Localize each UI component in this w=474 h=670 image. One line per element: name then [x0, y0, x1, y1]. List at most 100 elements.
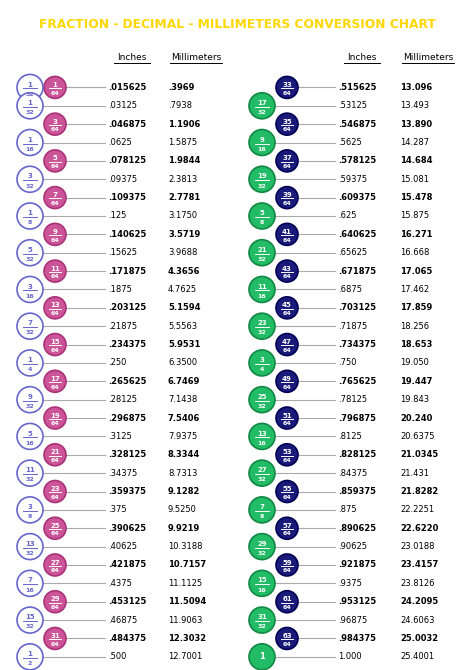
Text: 8.7313: 8.7313: [168, 468, 197, 478]
Circle shape: [17, 203, 43, 229]
Circle shape: [276, 627, 298, 649]
Text: 39: 39: [282, 192, 292, 198]
Text: 24.6063: 24.6063: [400, 616, 435, 624]
Text: 17.859: 17.859: [400, 304, 432, 312]
Text: 64: 64: [283, 531, 292, 537]
Text: .625: .625: [338, 212, 356, 220]
Text: 5: 5: [53, 155, 57, 161]
Text: .500: .500: [108, 653, 127, 661]
Text: 64: 64: [283, 642, 292, 647]
Text: .3969: .3969: [168, 83, 194, 92]
Text: 32: 32: [26, 184, 35, 188]
Circle shape: [17, 350, 43, 376]
Text: 5.9531: 5.9531: [168, 340, 201, 349]
Text: .015625: .015625: [108, 83, 146, 92]
Circle shape: [17, 423, 43, 450]
Text: .390625: .390625: [108, 524, 146, 533]
Text: .7938: .7938: [168, 101, 192, 111]
Text: 64: 64: [283, 238, 292, 243]
Text: 64: 64: [283, 201, 292, 206]
Text: 1.000: 1.000: [338, 653, 362, 661]
Text: 45: 45: [282, 302, 292, 308]
Text: .734375: .734375: [338, 340, 376, 349]
Text: 16: 16: [26, 293, 35, 299]
Text: .03125: .03125: [108, 101, 137, 111]
Text: 7.5406: 7.5406: [168, 413, 201, 423]
Text: 64: 64: [51, 531, 59, 537]
Text: 5.5563: 5.5563: [168, 322, 197, 331]
Text: 64: 64: [51, 458, 59, 463]
Text: 12.3032: 12.3032: [168, 634, 206, 643]
Text: 14.684: 14.684: [400, 156, 432, 165]
Text: 16: 16: [258, 293, 266, 299]
Text: 15: 15: [50, 339, 60, 345]
Text: .953125: .953125: [338, 597, 376, 606]
Text: .4375: .4375: [108, 579, 132, 588]
Text: .71875: .71875: [338, 322, 367, 331]
Text: .1875: .1875: [108, 285, 132, 294]
Text: 4: 4: [260, 367, 264, 373]
Text: 1.9844: 1.9844: [168, 156, 201, 165]
Text: 4: 4: [28, 367, 32, 373]
Text: 17: 17: [257, 100, 267, 106]
Text: 15.478: 15.478: [400, 193, 432, 202]
Text: .125: .125: [108, 212, 127, 220]
Text: 6.7469: 6.7469: [168, 377, 201, 386]
Text: 9: 9: [27, 394, 32, 400]
Text: 31: 31: [257, 614, 267, 620]
Text: 8: 8: [260, 514, 264, 519]
Circle shape: [276, 334, 298, 356]
Text: .265625: .265625: [108, 377, 146, 386]
Circle shape: [44, 113, 66, 135]
Text: 32: 32: [258, 404, 266, 409]
Text: 7: 7: [260, 504, 264, 510]
Text: Inches: Inches: [347, 53, 377, 62]
Text: 5: 5: [260, 210, 264, 216]
Text: 20.240: 20.240: [400, 413, 432, 423]
Text: .890625: .890625: [338, 524, 376, 533]
Circle shape: [249, 497, 275, 523]
Text: 19: 19: [50, 413, 60, 419]
Text: 21.0345: 21.0345: [400, 450, 438, 459]
Text: 33: 33: [282, 82, 292, 88]
Text: 20.6375: 20.6375: [400, 432, 435, 441]
Text: .046875: .046875: [108, 120, 146, 129]
Text: .59375: .59375: [338, 175, 367, 184]
Text: 15.081: 15.081: [400, 175, 429, 184]
Text: 64: 64: [283, 127, 292, 133]
Text: .250: .250: [108, 358, 127, 367]
Text: 32: 32: [26, 478, 35, 482]
Text: 57: 57: [282, 523, 292, 529]
Text: 16: 16: [26, 147, 35, 152]
Text: 49: 49: [282, 376, 292, 382]
Circle shape: [249, 607, 275, 633]
Text: .875: .875: [338, 505, 356, 515]
Text: 11: 11: [50, 266, 60, 271]
Text: .6875: .6875: [338, 285, 362, 294]
Text: 3.9688: 3.9688: [168, 248, 197, 257]
Circle shape: [276, 150, 298, 172]
Text: 31: 31: [50, 633, 60, 639]
Circle shape: [249, 240, 275, 266]
Text: 64: 64: [283, 311, 292, 316]
Text: 9.1282: 9.1282: [168, 487, 201, 496]
Circle shape: [249, 203, 275, 229]
Text: .53125: .53125: [338, 101, 367, 111]
Text: 17.462: 17.462: [400, 285, 429, 294]
Circle shape: [44, 76, 66, 98]
Text: 32: 32: [26, 110, 35, 115]
Circle shape: [276, 260, 298, 282]
Text: .859375: .859375: [338, 487, 376, 496]
Circle shape: [249, 92, 275, 119]
Circle shape: [249, 387, 275, 413]
Text: .984375: .984375: [338, 634, 376, 643]
Text: .78125: .78125: [338, 395, 367, 404]
Text: 19.843: 19.843: [400, 395, 429, 404]
Text: 27: 27: [257, 467, 267, 473]
Text: 25: 25: [257, 394, 267, 400]
Text: 64: 64: [283, 164, 292, 169]
Text: 3: 3: [53, 119, 57, 125]
Text: .546875: .546875: [338, 120, 376, 129]
Text: .703125: .703125: [338, 304, 376, 312]
Text: .484375: .484375: [108, 634, 146, 643]
